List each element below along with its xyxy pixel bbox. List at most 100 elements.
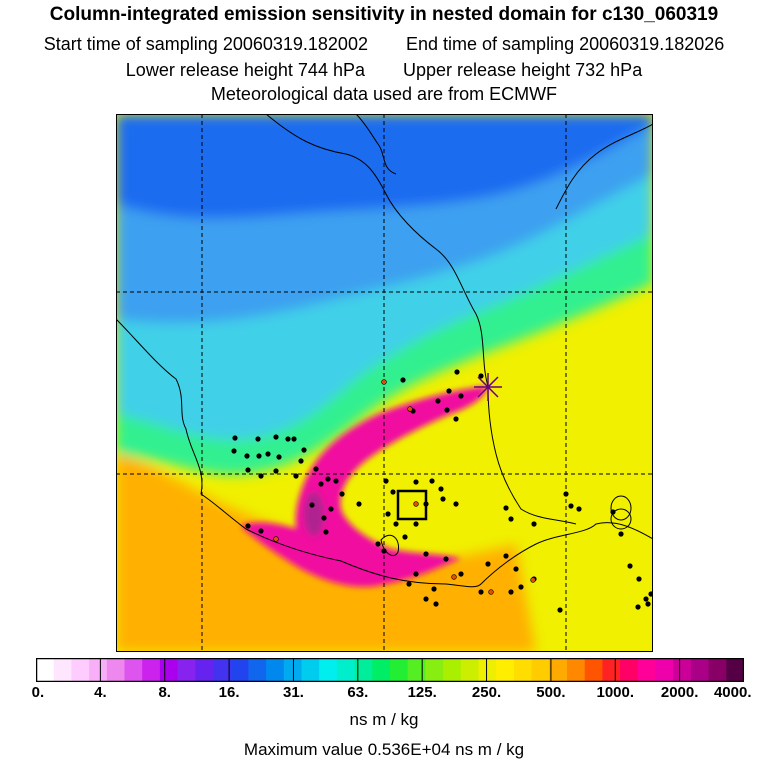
site-marker [383,478,389,484]
colorbar-cell [584,658,603,682]
site-marker [390,489,396,495]
colorbar-tick-label: 16. [218,684,240,701]
site-marker [333,478,339,484]
colorbar-cell [655,658,674,682]
sensitivity-map [116,114,653,652]
upper-value: 732 hPa [575,60,643,80]
release-height-line: Lower release height 744 hPa Upper relea… [0,60,768,81]
colorbar-tick-label: 4000. [713,684,752,701]
site-marker [627,563,633,569]
coastline-northeast [555,123,653,210]
colorbar-cell [496,658,515,682]
colorbar-tick-label: 500. [536,684,566,701]
colorbar-cell [443,658,462,682]
release-star-icon [474,373,502,401]
site-marker-highlighted [488,589,494,595]
lower-value: 744 hPa [297,60,365,80]
site-marker [318,481,324,487]
colorbar-tick-label: 1000. [596,684,635,701]
site-marker [431,586,437,592]
site-marker [423,596,429,602]
coastline-east [265,114,577,525]
colorbar-tick-label: 4. [94,684,107,701]
site-marker [258,473,264,479]
site-marker [393,521,399,527]
maximum-value-line: Maximum value 0.536E+04 ns m / kg [0,740,768,760]
start-label: Start time of sampling [43,34,218,54]
colorbar-cell [124,658,143,682]
site-marker [438,486,444,492]
site-marker [231,448,237,454]
site-marker [478,589,484,595]
site-marker [648,591,653,597]
colorbar-cell [673,658,692,682]
site-marker [273,434,279,440]
site-marker [433,601,439,607]
site-marker [285,436,291,442]
met-data-line: Meteorological data used are from ECMWF [210,84,558,104]
colorbar-cell [319,658,338,682]
colorbar-cell [567,658,586,682]
site-marker [435,398,441,404]
site-marker [309,502,315,508]
site-marker [508,516,514,522]
site-marker [429,478,435,484]
colorbar-cell [478,658,497,682]
colorbar-cell [89,658,108,682]
site-marker [485,561,491,567]
site-marker [423,551,429,557]
sampling-time-line: Start time of sampling 20060319.182002 E… [0,34,768,55]
site-marker [245,467,251,473]
colorbar-cell [53,658,72,682]
maximum-label: Maximum value [243,740,363,759]
site-marker [273,468,279,474]
colorbar-cell [549,658,568,682]
site-marker-highlighted [407,406,413,412]
site-marker [406,581,412,587]
colorbar-cell [71,658,90,682]
colorbar-tick-label: 250. [471,684,502,701]
colorbar-tick-label: 8. [158,684,171,701]
colorbar-cell [336,658,356,682]
colorbar-cell [248,658,267,682]
site-marker [325,476,331,482]
site-marker [291,436,297,442]
site-marker [503,553,509,559]
site-marker [454,369,460,375]
colorbar-cell [425,658,444,682]
coastline-north [355,114,397,175]
site-marker [402,534,408,540]
plume-core [304,492,324,536]
island-upper [610,495,632,521]
site-marker [356,501,362,507]
colorbar-frame [36,658,744,682]
site-marker [453,501,459,507]
start-value: 20060319.182002 [222,34,368,54]
site-marker [301,447,307,453]
site-marker [375,541,381,547]
colorbar-cell [142,658,161,682]
site-marker [557,607,563,613]
site-marker [245,523,251,529]
site-marker-highlighted [451,574,457,580]
upper-label: Upper release height [403,60,571,80]
lower-label: Lower release height [125,60,293,80]
site-marker [568,503,574,509]
map-frame [116,114,653,652]
coastline-south [116,318,653,588]
site-marker [563,491,569,497]
end-label: End time of sampling [406,34,575,54]
colorbar [36,658,744,682]
receptor-box-icon [396,489,428,521]
site-marker [645,601,651,607]
site-marker-highlighted [413,501,419,507]
colorbar-units: ns m / kg [349,710,419,729]
site-marker [440,496,446,502]
colorbar-cell [602,658,621,682]
site-marker [293,473,299,479]
site-marker [413,521,419,527]
site-marker [265,451,271,457]
site-marker [232,435,238,441]
maximum-value: 0.536E+04 ns m / kg [367,740,525,759]
site-marker [256,453,262,459]
